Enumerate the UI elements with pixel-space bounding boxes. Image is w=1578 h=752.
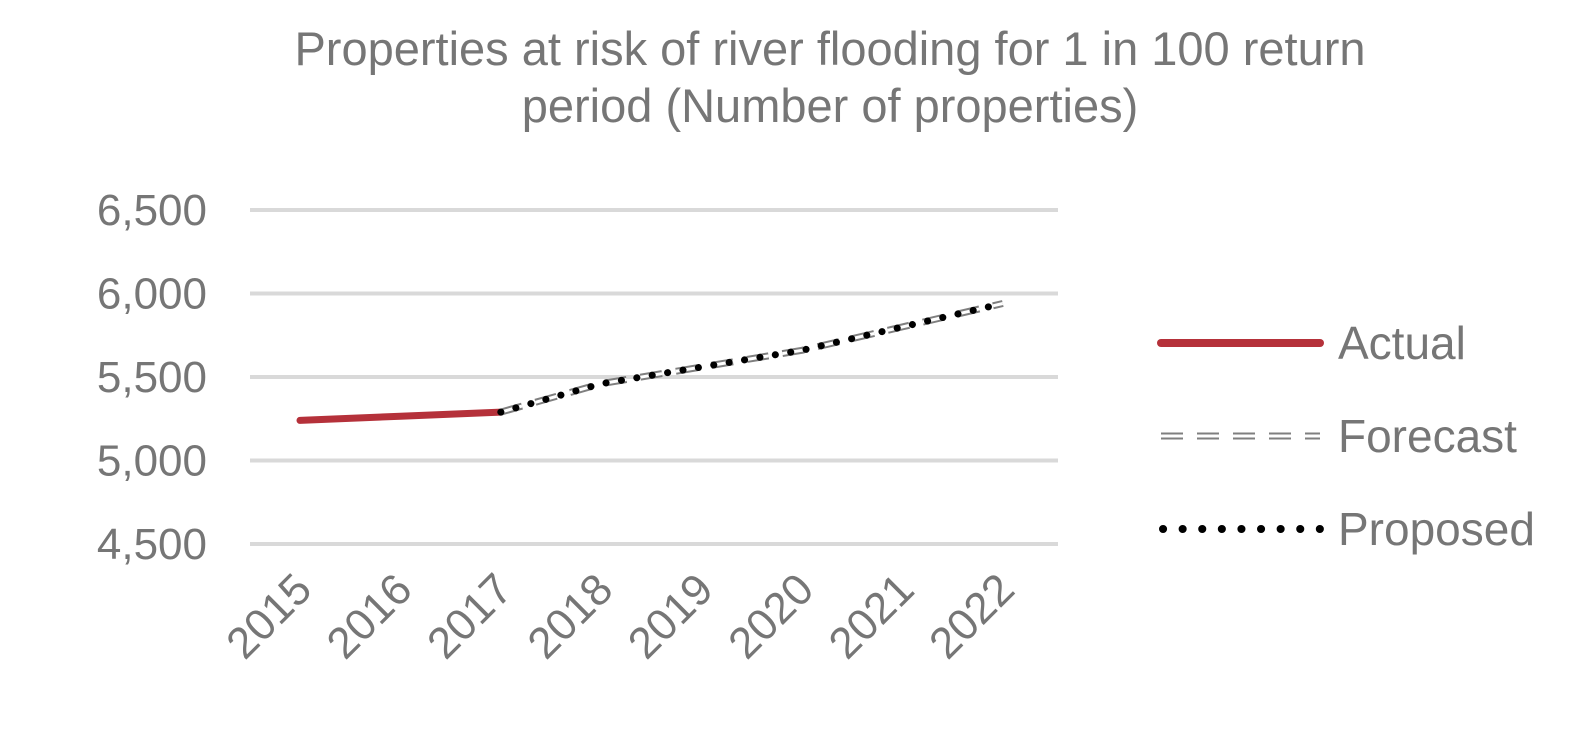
x-tick-label: 2022: [920, 564, 1024, 668]
x-tick-label: 2021: [820, 564, 924, 668]
y-tick-label: 5,000: [97, 437, 207, 486]
legend-label: Actual: [1338, 317, 1466, 369]
chart-title: Properties at risk of river flooding for…: [294, 22, 1366, 132]
legend-item-forecast: Forecast: [1161, 410, 1517, 462]
series-forecast-line: [499, 300, 1004, 416]
legend: Actual Forecast Proposed: [1157, 317, 1535, 555]
y-tick-label: 4,500: [97, 520, 207, 569]
x-tick-label: 2015: [217, 564, 321, 668]
legend-item-proposed: Proposed: [1159, 503, 1535, 555]
y-tick-label: 6,500: [97, 186, 207, 235]
x-tick-label: 2017: [418, 564, 522, 668]
legend-label: Proposed: [1338, 503, 1535, 555]
x-tick-label: 2020: [719, 564, 823, 668]
legend-item-actual: Actual: [1157, 317, 1466, 369]
series-lines: [296, 300, 1007, 424]
x-tick-label: 2019: [619, 564, 723, 668]
y-tick-label: 6,000: [97, 270, 207, 319]
x-tick-label: 2018: [518, 564, 622, 668]
x-tick-label: 2016: [318, 564, 422, 668]
series-actual-line: [296, 408, 505, 424]
y-tick-label: 5,500: [97, 353, 207, 402]
y-axis-tick-labels: 4,500 5,000 5,500 6,000 6,500: [97, 186, 207, 569]
legend-label: Forecast: [1338, 410, 1517, 462]
